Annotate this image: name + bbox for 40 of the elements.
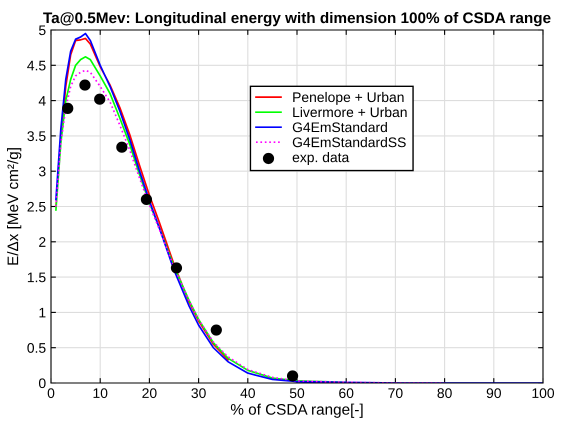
legend-label: exp. data <box>292 152 350 165</box>
point <box>140 194 152 206</box>
y-tick-label: 1 <box>39 308 46 318</box>
x-tick-label: 90 <box>486 388 501 398</box>
point <box>79 79 91 91</box>
y-tick-label: 5 <box>38 25 46 36</box>
x-tick-label: 0 <box>48 388 54 398</box>
line-series <box>55 69 446 383</box>
legend-label: G4EmStandardSS <box>292 137 406 148</box>
y-tick-label: 0 <box>38 378 46 388</box>
point <box>116 142 128 153</box>
y-tick-label: 4.5 <box>27 60 46 70</box>
y-tick-label: 3 <box>38 166 46 176</box>
y-tick-label: 2.5 <box>28 202 46 212</box>
x-tick-label: 70 <box>388 388 403 398</box>
legend-label: Penelope + Urban <box>293 92 404 105</box>
point <box>62 102 74 114</box>
y-tick-label: 3.5 <box>27 131 46 142</box>
x-tick-label: 40 <box>240 388 255 398</box>
x-tick-label: 80 <box>437 388 452 398</box>
legend-label: G4EmStandard <box>292 122 387 132</box>
x-tick-label: 50 <box>290 388 304 398</box>
x-tick-label: 60 <box>339 388 354 398</box>
x-tick-label: 100 <box>532 388 554 398</box>
y-tick-label: 4 <box>38 96 46 106</box>
x-axis-title: % of CSDA range[-] <box>230 404 363 418</box>
y-tick-label: 1.5 <box>28 272 46 282</box>
x-tick-label: 30 <box>191 388 206 398</box>
point <box>210 324 222 336</box>
line-series <box>55 32 543 383</box>
point <box>94 94 106 105</box>
chart-title: Ta@0.5Mev: Longitudinal energy with dimension 100% of CSDA range <box>43 12 551 26</box>
y-tick-label: 2 <box>39 237 46 247</box>
point <box>286 370 298 382</box>
legend-label: Livermore + Urban <box>293 106 407 118</box>
x-tick-label: 10 <box>94 388 108 398</box>
x-tick-label: 20 <box>142 388 157 398</box>
point <box>170 262 182 274</box>
y-axis-title: E/Δx [MeV cm²/g] <box>7 148 22 265</box>
y-tick-label: 0.5 <box>27 343 46 353</box>
